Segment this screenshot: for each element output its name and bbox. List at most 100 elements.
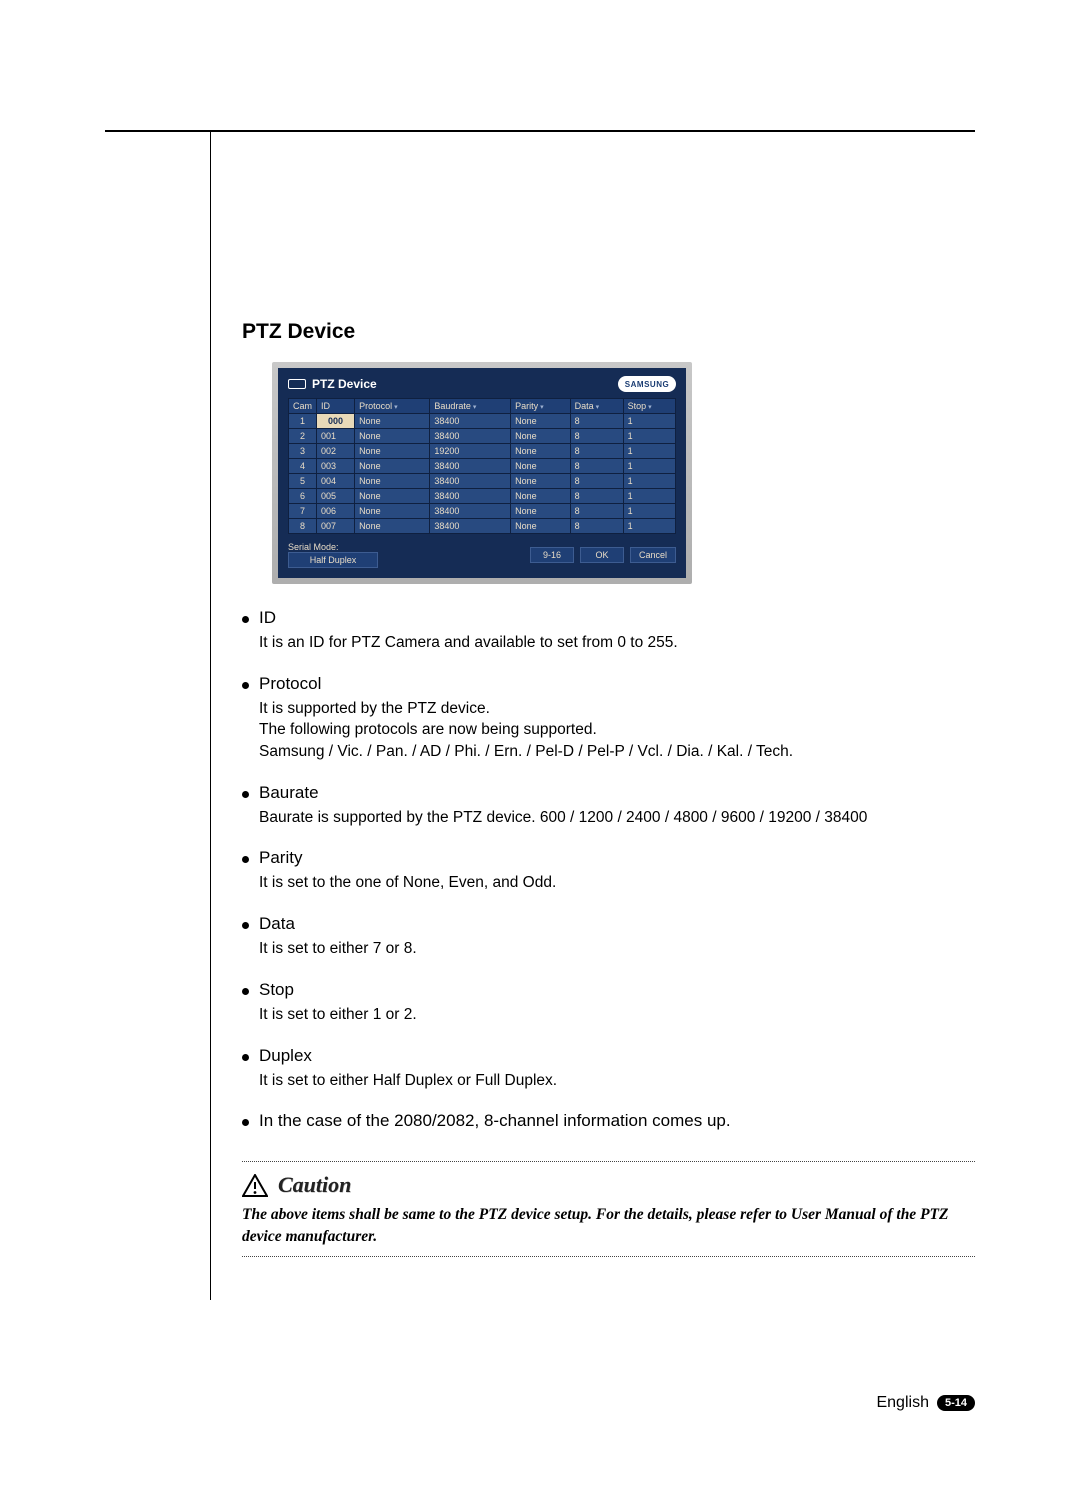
caution-block: Caution The above items shall be same to…	[242, 1161, 975, 1256]
ptz-cell-parity: None	[511, 504, 570, 519]
camera-icon	[288, 379, 306, 389]
bullet-body: It is supported by the PTZ device.The fo…	[259, 698, 975, 763]
dropdown-icon: ▾	[596, 404, 600, 411]
ptz-button-row: 9-16 OK Cancel	[530, 547, 676, 563]
table-row: 4003None38400None81	[289, 459, 676, 474]
vertical-rule	[210, 130, 211, 1300]
bullet-line: It is set to the one of None, Even, and …	[259, 872, 975, 894]
bullet-line: The following protocols are now being su…	[259, 719, 975, 741]
table-row: 6005None38400None81	[289, 489, 676, 504]
bullet-dot-icon	[242, 988, 249, 995]
ptz-cell-baudrate: 38400	[430, 459, 511, 474]
bullet-dot-icon	[242, 682, 249, 689]
bullet-dot-icon	[242, 1119, 249, 1126]
ptz-window: PTZ Device SAMSUNG CamIDProtocol▾Baudrat…	[272, 362, 692, 584]
ptz-cell-protocol: None	[355, 414, 430, 429]
bullet-line: Baurate is supported by the PTZ device. …	[259, 807, 975, 829]
bullet-dot-icon	[242, 616, 249, 623]
ptz-cell-stop: 1	[623, 444, 675, 459]
bullet-title: Protocol	[259, 674, 321, 694]
dropdown-icon: ▾	[473, 404, 477, 411]
bullet-head: Duplex	[242, 1046, 975, 1066]
footer-language: English	[876, 1394, 928, 1412]
ptz-th: ID	[317, 399, 355, 414]
dropdown-icon: ▾	[648, 404, 652, 411]
bullet-body: It is an ID for PTZ Camera and available…	[259, 632, 975, 654]
bullet-item: DataIt is set to either 7 or 8.	[242, 914, 975, 960]
serial-mode-button[interactable]: Half Duplex	[288, 552, 378, 568]
bullet-head: ID	[242, 608, 975, 628]
content-area: PTZ Device PTZ Device SAMSUNG CamIDProto…	[242, 320, 975, 1257]
bullet-title: Duplex	[259, 1046, 312, 1066]
ptz-cell-parity: None	[511, 414, 570, 429]
top-rule	[105, 130, 975, 132]
bullet-line: It is set to either Half Duplex or Full …	[259, 1070, 975, 1092]
table-row: 1000None38400None81	[289, 414, 676, 429]
ptz-cell-data: 8	[570, 504, 623, 519]
ptz-cell-data: 8	[570, 414, 623, 429]
bullet-title: Parity	[259, 848, 302, 868]
page-footer: English 5-14	[876, 1394, 975, 1412]
footer-page: 5-14	[937, 1395, 975, 1411]
ptz-cell-id: 002	[317, 444, 355, 459]
bullet-body: It is set to either 1 or 2.	[259, 1004, 975, 1026]
table-row: 5004None38400None81	[289, 474, 676, 489]
bullet-head: Protocol	[242, 674, 975, 694]
ptz-cell-protocol: None	[355, 489, 430, 504]
bullet-body: It is set to the one of None, Even, and …	[259, 872, 975, 894]
ptz-cell-baudrate: 38400	[430, 489, 511, 504]
table-row: 7006None38400None81	[289, 504, 676, 519]
bullet-item: Parity It is set to the one of None, Even…	[242, 848, 975, 894]
bullet-dot-icon	[242, 791, 249, 798]
ptz-cell-data: 8	[570, 459, 623, 474]
range-button[interactable]: 9-16	[530, 547, 574, 563]
ptz-table: CamIDProtocol▾Baudrate▾Parity▾Data▾Stop▾…	[288, 398, 676, 534]
ptz-cell-data: 8	[570, 489, 623, 504]
ptz-cell-baudrate: 19200	[430, 444, 511, 459]
ptz-footer: Serial Mode: Half Duplex 9-16 OK Cancel	[288, 542, 676, 568]
ptz-cell-parity: None	[511, 474, 570, 489]
bullet-title: Baurate	[259, 783, 319, 803]
bullet-title: Stop	[259, 980, 294, 1000]
ptz-cell-data: 8	[570, 444, 623, 459]
ptz-cell-id: 000	[317, 414, 355, 429]
bullet-head: In the case of the 2080/2082, 8-channel …	[242, 1111, 975, 1131]
ptz-cell-stop: 1	[623, 489, 675, 504]
bullet-item: Stop It is set to either 1 or 2.	[242, 980, 975, 1026]
bullet-title: In the case of the 2080/2082, 8-channel …	[259, 1111, 731, 1131]
ptz-cell-stop: 1	[623, 474, 675, 489]
ptz-cell-parity: None	[511, 459, 570, 474]
ptz-cell-parity: None	[511, 519, 570, 534]
bullet-head: Stop	[242, 980, 975, 1000]
caution-line-1: The above items shall be same to the PTZ…	[242, 1206, 592, 1223]
ptz-cell-stop: 1	[623, 519, 675, 534]
ptz-cell-parity: None	[511, 444, 570, 459]
ptz-th: Baudrate▾	[430, 399, 511, 414]
serial-mode-label: Serial Mode:	[288, 542, 378, 552]
bullet-head: Data	[242, 914, 975, 934]
ptz-cell-id: 003	[317, 459, 355, 474]
ptz-cell-cam: 4	[289, 459, 317, 474]
ptz-title: PTZ Device	[288, 377, 377, 391]
ptz-cell-protocol: None	[355, 519, 430, 534]
bullet-dot-icon	[242, 922, 249, 929]
warning-icon	[242, 1174, 268, 1197]
cancel-button[interactable]: Cancel	[630, 547, 676, 563]
ptz-cell-baudrate: 38400	[430, 414, 511, 429]
ptz-cell-cam: 5	[289, 474, 317, 489]
caution-label: Caution	[278, 1172, 351, 1198]
ptz-cell-cam: 7	[289, 504, 317, 519]
ptz-cell-protocol: None	[355, 459, 430, 474]
ptz-cell-data: 8	[570, 429, 623, 444]
ptz-cell-protocol: None	[355, 504, 430, 519]
ptz-cell-protocol: None	[355, 444, 430, 459]
ptz-cell-stop: 1	[623, 414, 675, 429]
ptz-cell-id: 005	[317, 489, 355, 504]
bullet-item: Duplex It is set to either Half Duplex or…	[242, 1046, 975, 1092]
ok-button[interactable]: OK	[580, 547, 624, 563]
ptz-th: Protocol▾	[355, 399, 430, 414]
ptz-cell-parity: None	[511, 429, 570, 444]
dropdown-icon: ▾	[394, 404, 398, 411]
bullet-title: Data	[259, 914, 295, 934]
ptz-cell-id: 004	[317, 474, 355, 489]
